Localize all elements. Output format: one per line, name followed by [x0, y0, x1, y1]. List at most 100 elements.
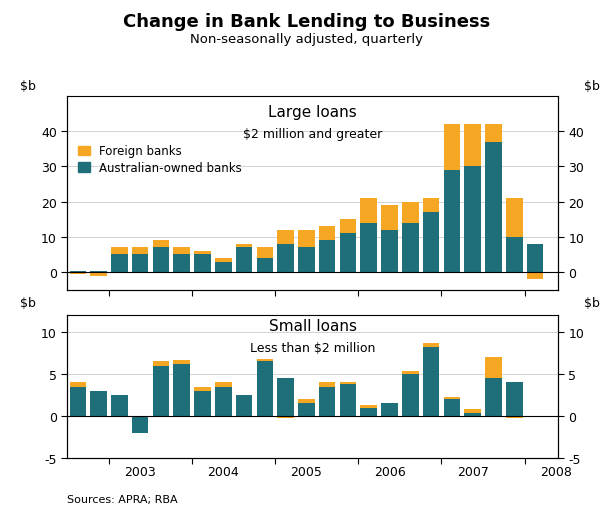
Bar — [256, 362, 273, 416]
Bar — [423, 213, 440, 272]
Bar — [173, 255, 190, 272]
Bar — [69, 271, 86, 272]
Bar — [277, 416, 294, 418]
Bar — [360, 199, 377, 223]
Bar — [319, 227, 335, 241]
Bar — [90, 271, 107, 272]
Bar — [132, 416, 148, 433]
Text: 2006: 2006 — [374, 465, 405, 478]
Bar — [340, 220, 356, 234]
Bar — [464, 409, 481, 414]
Legend: Foreign banks, Australian-owned banks: Foreign banks, Australian-owned banks — [78, 145, 242, 175]
Bar — [153, 362, 169, 366]
Bar — [360, 405, 377, 408]
Bar — [527, 244, 543, 272]
Bar — [194, 251, 211, 255]
Bar — [236, 248, 253, 272]
Bar — [506, 237, 522, 272]
Bar — [194, 387, 211, 391]
Bar — [153, 366, 169, 416]
Bar — [173, 364, 190, 416]
Bar — [69, 272, 86, 274]
Bar — [360, 223, 377, 272]
Bar — [340, 234, 356, 272]
Bar — [423, 343, 440, 348]
Text: 2004: 2004 — [207, 465, 239, 478]
Bar — [194, 391, 211, 416]
Bar — [340, 384, 356, 416]
Bar — [298, 231, 314, 248]
Bar — [485, 125, 501, 143]
Text: 2005: 2005 — [291, 465, 322, 478]
Bar — [464, 167, 481, 272]
Bar — [277, 231, 294, 244]
Bar — [298, 400, 314, 404]
Bar — [132, 255, 148, 272]
Bar — [340, 382, 356, 384]
Bar — [215, 383, 232, 387]
Bar — [215, 262, 232, 272]
Bar — [402, 202, 419, 223]
Bar — [277, 379, 294, 416]
Bar — [402, 372, 419, 374]
Bar — [173, 360, 190, 364]
Bar — [277, 244, 294, 272]
Bar — [256, 248, 273, 259]
Bar — [90, 272, 107, 276]
Bar — [298, 248, 314, 272]
Bar — [506, 383, 522, 416]
Text: 2008: 2008 — [540, 465, 572, 478]
Bar — [111, 255, 128, 272]
Bar — [402, 223, 419, 272]
Bar — [485, 379, 501, 416]
Bar — [236, 395, 253, 416]
Bar — [444, 125, 460, 171]
Bar — [298, 404, 314, 416]
Bar — [423, 199, 440, 213]
Bar — [236, 244, 253, 248]
Bar — [506, 199, 522, 237]
Text: Change in Bank Lending to Business: Change in Bank Lending to Business — [123, 13, 490, 31]
Bar — [111, 248, 128, 255]
Bar — [69, 383, 86, 387]
Bar — [360, 408, 377, 416]
Bar — [485, 143, 501, 272]
Bar — [444, 400, 460, 416]
Bar — [215, 259, 232, 262]
Bar — [444, 171, 460, 272]
Text: Sources: APRA; RBA: Sources: APRA; RBA — [67, 494, 178, 504]
Bar — [319, 387, 335, 416]
Text: $2 million and greater: $2 million and greater — [243, 128, 383, 140]
Bar — [381, 404, 398, 416]
Bar — [215, 387, 232, 416]
Bar — [402, 374, 419, 416]
Bar — [69, 387, 86, 416]
Bar — [111, 395, 128, 416]
Bar — [423, 348, 440, 416]
Bar — [506, 416, 522, 418]
Bar — [256, 359, 273, 362]
Bar — [153, 248, 169, 272]
Text: $b: $b — [20, 297, 36, 310]
Bar — [444, 397, 460, 400]
Text: $b: $b — [584, 80, 600, 93]
Bar — [173, 248, 190, 255]
Text: Small loans: Small loans — [268, 319, 357, 333]
Text: 2007: 2007 — [457, 465, 489, 478]
Bar — [381, 206, 398, 231]
Bar — [319, 383, 335, 387]
Bar — [90, 391, 107, 416]
Bar — [132, 248, 148, 255]
Bar — [381, 231, 398, 272]
Bar — [485, 357, 501, 379]
Bar — [319, 241, 335, 272]
Text: 2003: 2003 — [124, 465, 156, 478]
Bar — [256, 259, 273, 272]
Bar — [194, 255, 211, 272]
Text: $b: $b — [584, 297, 600, 310]
Text: $b: $b — [20, 80, 36, 93]
Text: Large loans: Large loans — [268, 104, 357, 120]
Bar — [527, 272, 543, 279]
Text: Non-seasonally adjusted, quarterly: Non-seasonally adjusted, quarterly — [190, 33, 423, 46]
Bar — [464, 414, 481, 416]
